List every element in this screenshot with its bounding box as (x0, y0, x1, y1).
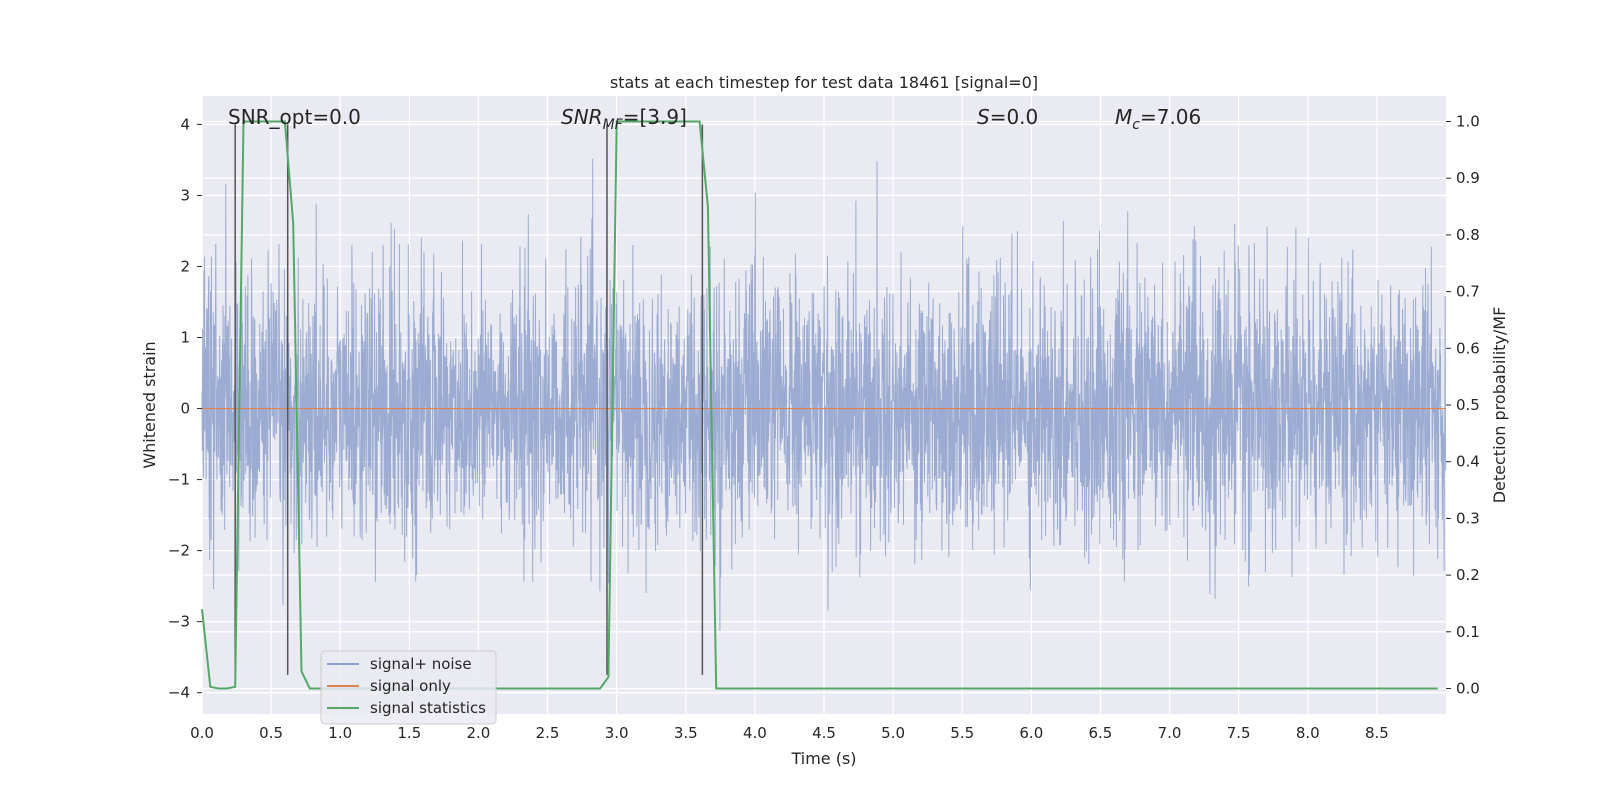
x-tick-label: 5.0 (881, 724, 905, 742)
y-tick-label-right: 0.7 (1456, 283, 1480, 301)
y-axis-label: Whitened strain (140, 341, 159, 468)
x-axis-label: Time (s) (790, 749, 856, 768)
x-tick-label: 5.5 (950, 724, 974, 742)
annotation-mc: Mc=7.06 (1115, 105, 1201, 133)
legend: signal+ noise signal only signal statist… (320, 650, 497, 725)
y-ticks-left: −4 −3 −2 −1 0 1 2 3 4 (168, 115, 202, 702)
annotation-snr-mf: SNRMF=[3.9] (561, 105, 687, 133)
series-signal-statistics (201, 120, 1438, 690)
x-tick-label: 3.5 (674, 724, 698, 742)
line-signal-noise (201, 158, 1447, 631)
legend-label-signal-statistics: signal statistics (370, 699, 486, 717)
annotation-s-value: =0.0 (990, 105, 1039, 129)
annotation-mc-main: M (1115, 105, 1132, 129)
chart-title: stats at each timestep for test data 184… (610, 73, 1038, 92)
y-tick-label: −2 (168, 542, 190, 560)
x-tick-label: 6.5 (1089, 724, 1113, 742)
x-tick-label: 6.0 (1019, 724, 1043, 742)
y-tick-label-right: 0.1 (1456, 623, 1480, 641)
x-tick-label: 1.5 (397, 724, 421, 742)
x-tick-label: 4.5 (812, 724, 836, 742)
y-ticks-right: 0.0 0.1 0.2 0.3 0.4 0.5 0.6 0.7 0.8 0.9 1.0 (1446, 113, 1480, 697)
y-tick-label: 3 (180, 186, 190, 204)
annotation-snr-mf-main: SNR (561, 105, 603, 129)
line-signal-statistics (201, 120, 1438, 690)
y-tick-label: 2 (180, 257, 190, 275)
y-tick-label-right: 1.0 (1456, 113, 1480, 131)
y-tick-label-right: 0.2 (1456, 566, 1480, 584)
y-tick-label-right: 0.8 (1456, 226, 1480, 244)
y-axis-label-right: Detection probability/MF (1490, 307, 1509, 504)
x-tick-label: 1.0 (328, 724, 352, 742)
y-tick-label: 4 (180, 115, 190, 133)
y-tick-label: −4 (168, 684, 190, 702)
legend-box (320, 650, 497, 725)
annotation-s-main: S (977, 105, 990, 129)
annotation-snr-mf-value: =[3.9] (623, 105, 687, 129)
y-tick-label-right: 0.0 (1456, 679, 1480, 697)
x-tick-label: 8.5 (1365, 724, 1389, 742)
y-tick-label-right: 0.9 (1456, 169, 1480, 187)
series-signal-noise (201, 158, 1447, 631)
x-tick-label: 3.0 (605, 724, 629, 742)
x-tick-label: 0.0 (190, 724, 214, 742)
y-tick-label: −3 (168, 613, 190, 631)
annotation-mc-sub: c (1132, 117, 1140, 133)
legend-label-signal-noise: signal+ noise (370, 655, 472, 673)
x-tick-label: 2.5 (536, 724, 560, 742)
y-tick-label-right: 0.6 (1456, 339, 1480, 357)
x-ticks: 0.0 0.5 1.0 1.5 2.0 2.5 3.0 3.5 4.0 4.5 5.0 5.5 6.0 6… (190, 724, 1389, 742)
y-tick-label: 1 (180, 329, 190, 347)
x-tick-label: 7.5 (1227, 724, 1251, 742)
x-tick-label: 2.0 (467, 724, 491, 742)
annotation-s: S=0.0 (977, 105, 1038, 129)
x-tick-label: 7.0 (1158, 724, 1182, 742)
x-tick-label: 8.0 (1296, 724, 1320, 742)
detection-markers (234, 124, 704, 675)
y-tick-label-right: 0.4 (1456, 453, 1480, 471)
y-tick-label: 0 (180, 400, 190, 418)
annotation-snr-opt: SNR_opt=0.0 (228, 105, 361, 129)
annotation-mc-value: =7.06 (1140, 105, 1201, 129)
y-tick-label-right: 0.3 (1456, 509, 1480, 527)
y-tick-label: −1 (168, 471, 190, 489)
annotation-snr-mf-sub: MF (603, 117, 624, 133)
x-tick-label: 4.0 (743, 724, 767, 742)
x-tick-label: 0.5 (259, 724, 283, 742)
legend-label-signal-only: signal only (370, 677, 451, 695)
y-tick-label-right: 0.5 (1456, 396, 1480, 414)
